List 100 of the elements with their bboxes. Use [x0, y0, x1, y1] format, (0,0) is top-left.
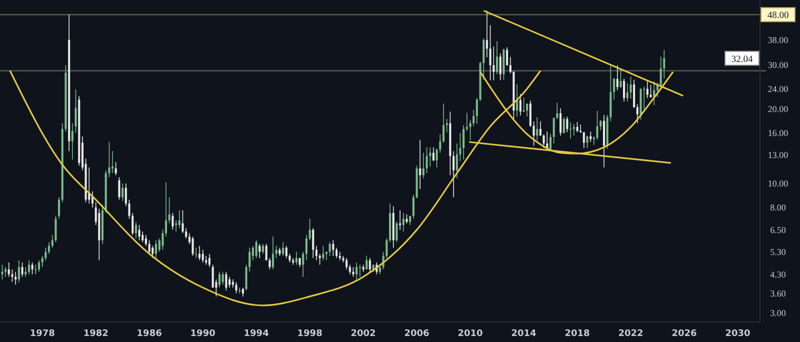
y-tick-label: 24.00 [768, 84, 789, 94]
candlestick [148, 240, 150, 254]
candlestick [552, 117, 555, 144]
candlestick [168, 196, 170, 224]
candlestick [462, 124, 465, 160]
candlestick [21, 262, 24, 278]
candlestick [202, 249, 204, 263]
candlestick [549, 133, 552, 150]
candlestick [285, 245, 288, 258]
candlestick [472, 110, 475, 127]
candlestick [486, 10, 488, 58]
candlestick [172, 212, 174, 230]
candlestick [58, 196, 60, 220]
candlestick [225, 271, 228, 291]
x-tick-label: 2014 [511, 329, 536, 339]
candlestick [4, 266, 7, 278]
y-tick-label: 8.00 [770, 202, 786, 212]
x-tick-label: 2022 [618, 329, 644, 339]
candlestick [499, 52, 502, 81]
y-tick-label: 5.30 [770, 246, 786, 257]
candlestick [162, 229, 164, 250]
candlestick [399, 210, 402, 230]
x-tick-label: 1982 [83, 329, 108, 339]
candlestick [456, 143, 458, 179]
candlestick [646, 80, 648, 99]
x-tick-label: 1978 [30, 329, 55, 339]
candlestick [396, 221, 398, 242]
candlestick [265, 244, 268, 261]
candlestick [620, 70, 622, 88]
candlestick [185, 228, 188, 239]
candlestick [562, 116, 565, 134]
candlestick [332, 240, 334, 256]
x-tick-label: 2026 [672, 329, 697, 339]
candlestick [366, 256, 368, 270]
ref-line-label: 48.00 [767, 11, 789, 22]
candlestick [526, 103, 528, 118]
candlestick [566, 116, 568, 133]
candlestick [532, 121, 535, 146]
candlestick [650, 84, 652, 98]
y-tick-label: 3.60 [770, 288, 786, 298]
candlestick [18, 260, 20, 282]
x-tick-label: 1986 [136, 329, 162, 339]
candlestick [272, 236, 274, 270]
candlestick [228, 276, 231, 288]
candlestick [238, 287, 241, 294]
candlestick [422, 152, 424, 179]
candlestick [466, 112, 468, 132]
candlestick [275, 245, 278, 258]
candlestick [138, 224, 140, 241]
candlestick [28, 260, 30, 275]
candlestick [235, 282, 238, 294]
y-tick-label: 10.00 [768, 178, 789, 188]
candlestick [31, 262, 34, 275]
x-tick-label: 1994 [244, 329, 269, 339]
candlestick [152, 245, 154, 258]
candlestick [348, 264, 351, 275]
candlestick [402, 212, 404, 232]
candlestick [442, 103, 445, 144]
candlestick [633, 79, 636, 108]
candlestick [492, 46, 495, 81]
candlestick [24, 266, 27, 278]
y-tick-label: 16.00 [768, 128, 789, 138]
candlestick [144, 234, 147, 246]
candlestick [536, 116, 538, 141]
candlestick [38, 260, 40, 272]
x-tick-label: 1990 [190, 329, 216, 339]
candlestick [496, 40, 498, 75]
annotation: 32.04 [731, 54, 753, 65]
candlestick [255, 240, 258, 258]
candlestick [14, 271, 17, 286]
candlestick [312, 228, 314, 258]
candlestick [436, 148, 438, 168]
y-tick-label: 13.00 [768, 150, 789, 160]
candlestick [346, 258, 348, 270]
x-tick-label: 2006 [404, 329, 430, 339]
candlestick [302, 251, 304, 278]
candlestick [114, 162, 117, 176]
candlestick [328, 242, 331, 256]
candlestick [208, 253, 210, 268]
candlestick [164, 182, 168, 238]
candlestick [489, 24, 492, 81]
x-tick-label: 2030 [725, 329, 750, 339]
x-tick-label: 2018 [564, 329, 590, 339]
candlestick [8, 262, 10, 278]
candlestick [572, 123, 575, 136]
candlestick [623, 78, 626, 102]
candlestick [582, 132, 585, 148]
y-tick-label: 4.30 [770, 269, 786, 280]
candlestick [295, 251, 298, 266]
candlestick [636, 104, 638, 124]
candlestick [358, 264, 361, 278]
candlestick [412, 194, 414, 220]
candlestick [556, 102, 558, 120]
candlestick [142, 231, 144, 242]
candlestick [218, 271, 221, 288]
candlestick [322, 245, 324, 261]
candlestick [154, 240, 157, 258]
y-tick-label: 3.00 [770, 308, 786, 318]
candlestick [336, 247, 338, 258]
y-tick-label: 6.50 [770, 224, 786, 235]
